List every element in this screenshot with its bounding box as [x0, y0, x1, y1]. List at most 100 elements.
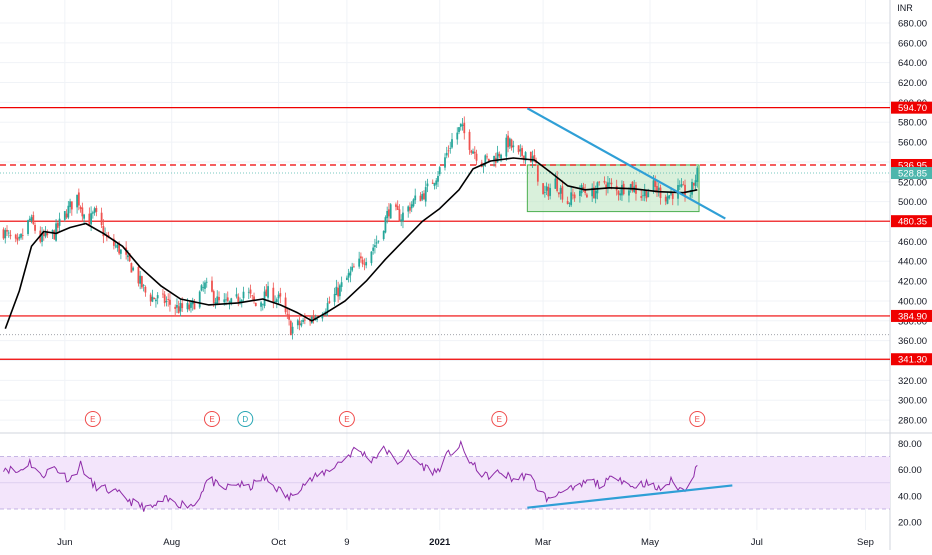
candle-body	[542, 183, 545, 195]
candle-body	[202, 287, 205, 288]
candle-body	[32, 215, 35, 224]
candle-body	[251, 295, 254, 297]
candle-body	[407, 206, 410, 212]
candle-body	[338, 285, 341, 297]
candle-body	[144, 286, 147, 293]
candle-body	[596, 182, 599, 194]
candle-body	[265, 289, 268, 297]
candle-body	[482, 164, 485, 167]
candle-body	[149, 294, 152, 302]
price-tick-label: 360.00	[898, 336, 927, 347]
candle-body	[235, 294, 238, 297]
candle-body	[4, 230, 7, 239]
candle-body	[610, 182, 613, 185]
candle-body	[579, 190, 581, 196]
candle-body	[554, 178, 557, 189]
candle-body	[461, 124, 464, 127]
price-tick-label: 640.00	[898, 58, 927, 69]
candle-body	[566, 201, 569, 204]
candle-body	[395, 204, 397, 207]
candle-body	[260, 302, 262, 307]
candle-body	[100, 212, 103, 226]
price-tick-label: 500.00	[898, 197, 927, 208]
candle-body	[451, 139, 453, 148]
event-marker-circle	[84, 411, 101, 427]
candle-body	[65, 213, 68, 218]
candle-body	[628, 190, 630, 196]
candle-body	[190, 302, 192, 308]
candle-body	[90, 213, 93, 225]
candle-body	[412, 199, 415, 207]
candle-body	[605, 184, 608, 190]
candle-body	[426, 183, 429, 187]
candle-body	[69, 201, 71, 208]
candle-body	[349, 271, 352, 276]
candle-body	[51, 230, 54, 234]
candle-body	[517, 145, 520, 153]
candle-body	[46, 231, 49, 236]
candle-body	[21, 235, 24, 236]
candle-body	[593, 187, 595, 199]
candle-body	[414, 195, 417, 201]
candle-body	[358, 258, 361, 267]
candle-body	[594, 191, 597, 199]
candle-body	[162, 293, 164, 295]
candle-body	[165, 301, 168, 302]
price-tick-label: 280.00	[898, 416, 927, 427]
candle-body	[53, 230, 56, 240]
candle-body	[261, 303, 264, 305]
time-tick-label: 9	[344, 537, 349, 548]
candle-body	[470, 150, 473, 153]
candle-body	[67, 205, 70, 218]
candle-body	[27, 220, 29, 234]
candle-body	[363, 263, 366, 265]
candle-body	[216, 296, 219, 304]
candle-body	[58, 218, 61, 226]
rsi-tick-label: 20.00	[898, 518, 922, 529]
candle-body	[211, 280, 213, 292]
candle-body	[88, 213, 91, 227]
candle-body	[237, 296, 240, 303]
candle-body	[277, 294, 280, 299]
candle-body	[142, 285, 145, 286]
candle-body	[561, 186, 564, 200]
candle-body	[384, 217, 387, 233]
candle-body	[570, 192, 573, 206]
candle-body	[102, 226, 105, 237]
candle-body	[431, 182, 434, 184]
candle-body	[118, 243, 121, 254]
level-tag	[891, 101, 932, 114]
rsi-tick-label: 80.00	[898, 439, 922, 450]
last-price-label: 528.85	[898, 169, 927, 180]
candle-body	[657, 187, 660, 191]
candle-body	[696, 167, 699, 183]
candle-body	[456, 132, 459, 140]
candle-body	[533, 155, 536, 160]
candle-body	[678, 185, 681, 187]
time-tick-label: Sep	[857, 537, 874, 548]
candle-body	[288, 314, 290, 320]
candle-body	[670, 192, 672, 195]
candle-body	[671, 193, 674, 199]
time-tick-label: May	[641, 537, 659, 548]
last-price-tag	[891, 167, 932, 180]
candle-body	[112, 238, 115, 246]
candle-body	[114, 245, 117, 247]
candle-body	[247, 291, 250, 293]
candle-body	[545, 186, 548, 191]
candle-body	[603, 180, 606, 183]
candle-body	[205, 281, 208, 283]
candle-body	[568, 202, 571, 204]
candle-body	[141, 276, 143, 288]
candle-body	[128, 253, 131, 262]
candle-body	[179, 302, 182, 312]
candle-body	[586, 194, 588, 198]
candle-body	[6, 229, 8, 232]
candle-body	[345, 277, 348, 280]
candle-body	[445, 152, 448, 156]
candle-body	[328, 301, 331, 304]
candle-body	[188, 304, 191, 310]
candle-body	[296, 320, 299, 326]
